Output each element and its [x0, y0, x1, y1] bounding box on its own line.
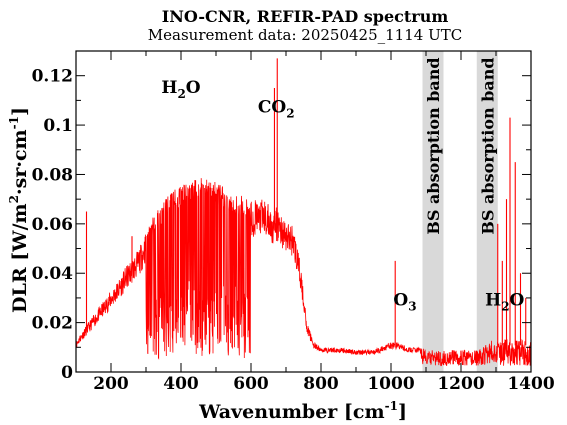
y-tick-label-5: 0.1 — [43, 116, 73, 136]
y-tick-label-3: 0.06 — [32, 215, 73, 235]
x-tick-label-600: 600 — [233, 374, 269, 394]
x-tick-label-1200: 1200 — [437, 374, 484, 394]
band-label-1: BS absorption band — [478, 57, 497, 234]
y-axis-label-sup1: 2 — [7, 195, 21, 203]
x-tick-label-400: 400 — [163, 374, 199, 394]
annotations: H2O CO2 O3 H2O — [161, 78, 524, 313]
spectrum-line — [75, 178, 532, 367]
y-tick-label-0: 0 — [61, 363, 73, 383]
bs-absorption-band-1 — [476, 51, 498, 372]
x-axis-label: Wavenumber [cm-1] — [198, 399, 407, 423]
annotation-2: O3 — [393, 290, 416, 313]
x-tick-label-1400: 1400 — [507, 374, 554, 394]
chart-subtitle: Measurement data: 20250425_1114 UTC — [148, 26, 462, 44]
y-axis-label-sup2: -1 — [7, 116, 21, 129]
annotation-0: H2O — [161, 78, 200, 101]
annotation-3: H2O — [485, 290, 524, 313]
x-axis-label-tail: ] — [398, 401, 407, 423]
y-axis-label: DLR [W/m2·sr·cm-1] — [7, 107, 31, 313]
x-axis-label-sup: -1 — [385, 399, 398, 413]
y-tick-label-1: 0.02 — [32, 314, 73, 334]
annotation-1: CO2 — [258, 98, 295, 121]
x-axis-ticks: 200 400 600 800 1000 1200 1400 — [75, 51, 555, 394]
x-tick-label-800: 800 — [303, 374, 339, 394]
y-axis-ticks: 0 0.02 0.04 0.06 0.08 0.1 0.12 — [32, 67, 531, 383]
plot-frame — [75, 50, 532, 373]
x-tick-label-1000: 1000 — [367, 374, 414, 394]
y-tick-label-2: 0.04 — [32, 264, 74, 284]
band-label-0: BS absorption band — [424, 57, 443, 234]
y-axis-label-tail: ] — [9, 107, 31, 116]
y-tick-label-6: 0.12 — [32, 67, 73, 87]
bs-absorption-band-0 — [422, 51, 444, 372]
spectrum-series — [75, 58, 532, 367]
shaded-bands: BS absorption band BS absorption band — [422, 51, 498, 372]
y-tick-label-4: 0.08 — [32, 165, 73, 185]
y-axis-label-mid: ·sr·cm — [9, 129, 31, 195]
x-axis-label-base: Wavenumber [cm — [198, 401, 385, 423]
chart-title: INO-CNR, REFIR-PAD spectrum — [162, 7, 449, 26]
x-tick-label-200: 200 — [93, 374, 129, 394]
y-axis-label-base: DLR [W/m — [9, 203, 31, 313]
